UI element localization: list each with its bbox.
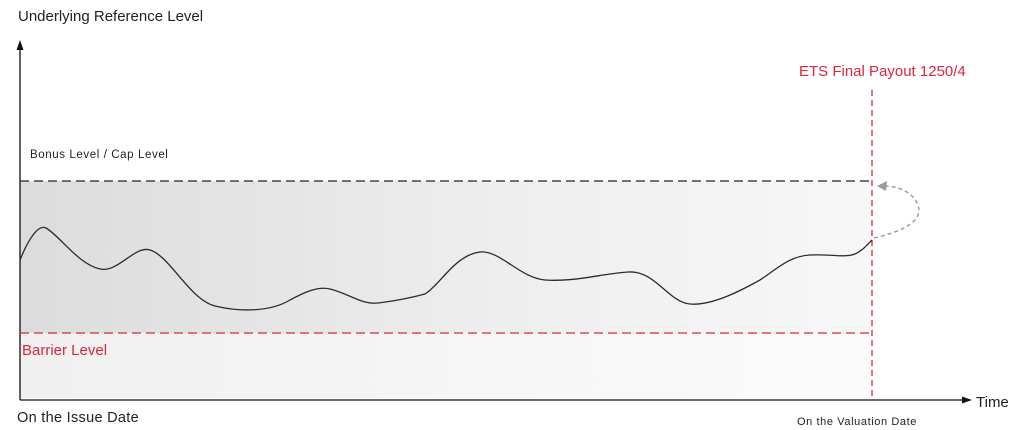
x-axis-arrowhead bbox=[962, 396, 972, 404]
valuation-date-label: On the Valuation Date bbox=[797, 416, 918, 428]
issue-date-label: On the Issue Date bbox=[17, 410, 139, 426]
range-band bbox=[20, 181, 872, 333]
payout-arrow bbox=[873, 185, 920, 239]
final-payout-label: ETS Final Payout 1250/4 bbox=[799, 63, 966, 80]
x-axis-title: Time bbox=[976, 394, 1009, 411]
underlying-price-path bbox=[19, 226, 873, 311]
payout-arrowhead bbox=[877, 181, 887, 191]
below-barrier-shade bbox=[20, 333, 872, 398]
cap-level-label: Bonus Level / Cap Level bbox=[30, 149, 169, 161]
y-axis-arrowhead bbox=[16, 40, 24, 50]
barrier-level-label: Barrier Level bbox=[22, 342, 108, 359]
y-axis-title: Underlying Reference Level bbox=[18, 8, 204, 25]
